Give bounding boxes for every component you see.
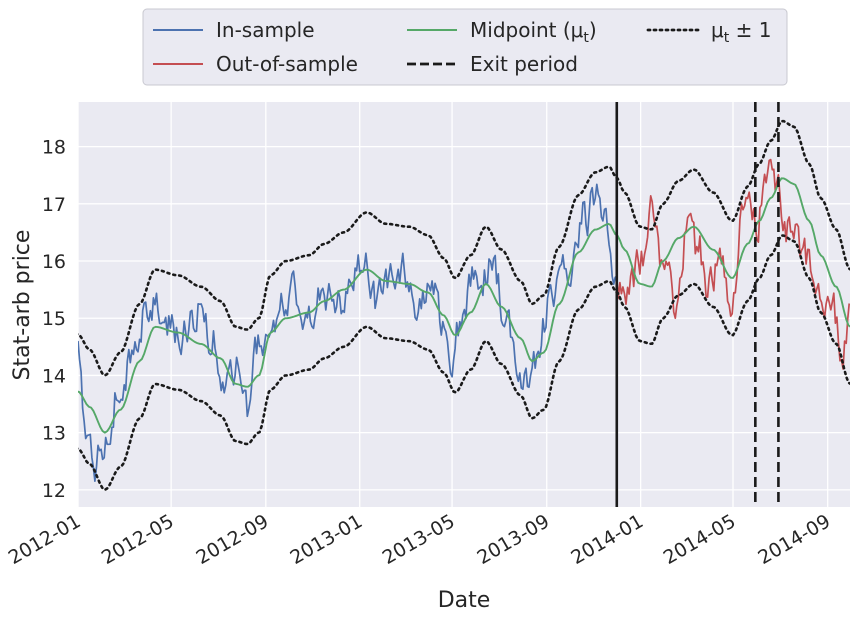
x-axis-label: Date xyxy=(438,588,491,613)
x-tick-labels: 2012-01 2012-05 2012-09 2013-01 2013-05 2013-… xyxy=(5,510,834,569)
x-tick-label: 2013-01 xyxy=(286,510,366,569)
lower-band-line xyxy=(78,234,850,492)
legend-box xyxy=(142,8,788,86)
legend-label-band: μt ± 1 xyxy=(711,18,771,46)
y-tick-label: 12 xyxy=(42,480,66,502)
y-tick-label: 13 xyxy=(42,423,66,445)
in-sample-line xyxy=(78,183,618,482)
x-tick-label: 2012-05 xyxy=(98,510,178,569)
legend-label-in-sample: In-sample xyxy=(216,18,315,42)
x-tick-label: 2014-09 xyxy=(754,510,834,569)
legend: In-sample Out-of-sample Midpoint (μt) Exit … xyxy=(142,8,788,86)
y-tick-label: 15 xyxy=(42,308,66,330)
x-tick-label: 2012-09 xyxy=(193,510,273,569)
legend-label-out-of-sample: Out-of-sample xyxy=(216,52,358,76)
legend-label-midpoint: Midpoint (μt) xyxy=(470,18,597,46)
plot-area xyxy=(78,102,850,507)
y-tick-label: 16 xyxy=(42,251,66,273)
x-tick-label: 2014-01 xyxy=(567,510,647,569)
x-tick-label: 2012-01 xyxy=(5,510,85,569)
series-layer xyxy=(78,119,850,492)
upper-band-line xyxy=(78,119,850,377)
y-tick-labels: 12 13 14 15 16 17 18 xyxy=(42,137,66,502)
out-of-sample-line xyxy=(615,158,850,370)
midpoint-line xyxy=(78,177,850,434)
legend-label-exit-period: Exit period xyxy=(470,52,578,76)
x-tick-label: 2013-05 xyxy=(379,510,459,569)
vertical-lines xyxy=(615,102,780,507)
y-tick-label: 17 xyxy=(42,194,66,216)
y-tick-label: 18 xyxy=(42,137,66,159)
x-tick-label: 2013-09 xyxy=(473,510,553,569)
y-tick-label: 14 xyxy=(42,365,66,387)
y-axis-label: Stat-arb price xyxy=(10,230,35,381)
x-tick-label: 2014-05 xyxy=(660,510,740,569)
